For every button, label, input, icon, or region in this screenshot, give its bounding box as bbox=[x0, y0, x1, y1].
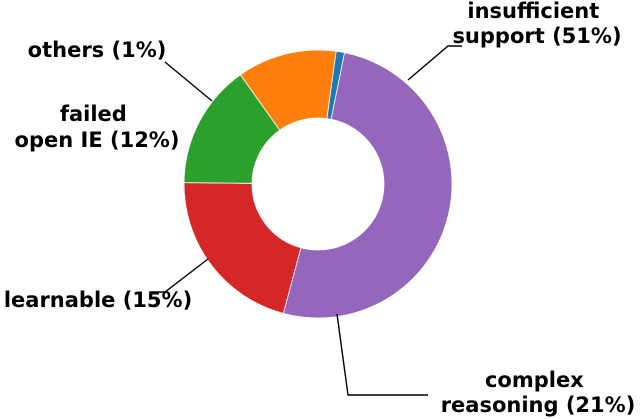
label-failed-line2: open IE (12%) bbox=[15, 128, 180, 152]
leader-line-insufficient bbox=[407, 45, 462, 81]
label-learnable-line1: learnable (15%) bbox=[4, 288, 192, 312]
label-complex-line1: complex bbox=[485, 368, 584, 392]
slice-complex bbox=[183, 182, 302, 314]
donut-slices bbox=[183, 49, 453, 319]
label-others-line1: others (1%) bbox=[28, 38, 167, 62]
leader-line-others bbox=[164, 61, 213, 102]
label-failed-line1: failed bbox=[60, 102, 127, 126]
label-insufficient-line2: support (51%) bbox=[452, 24, 621, 48]
label-insufficient: insufficient support (51%) bbox=[452, 0, 621, 48]
label-learnable: learnable (15%) bbox=[4, 288, 192, 312]
label-complex: complex reasoning (21%) bbox=[441, 368, 636, 417]
label-complex-line2: reasoning (21%) bbox=[441, 393, 636, 417]
label-insufficient-line1: insufficient bbox=[467, 0, 599, 23]
label-failed: failed open IE (12%) bbox=[15, 102, 180, 152]
label-others: others (1%) bbox=[28, 38, 167, 62]
slice-others bbox=[326, 50, 345, 120]
leader-line-learnable bbox=[150, 258, 209, 293]
leader-line-complex bbox=[336, 313, 428, 396]
slice-insufficient bbox=[282, 52, 453, 319]
